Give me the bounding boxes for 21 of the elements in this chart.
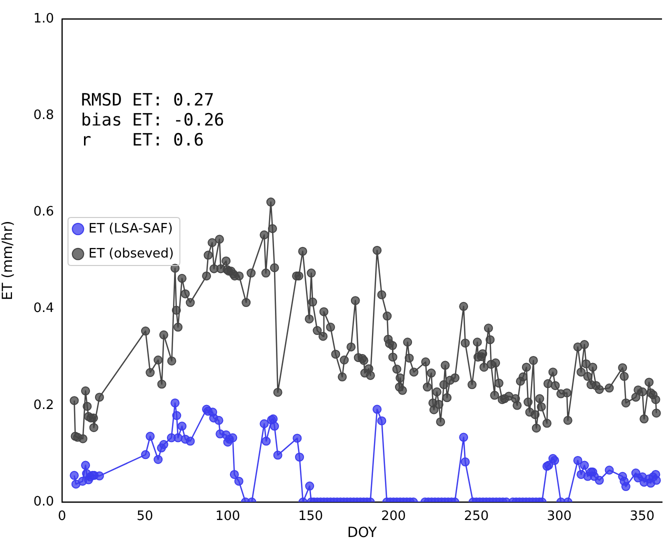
y-tick-label: 0.2 xyxy=(33,398,54,413)
x-tick-label: 0 xyxy=(58,509,66,524)
x-tick-label: 250 xyxy=(464,509,489,524)
legend-label: ET (LSA-SAF) xyxy=(88,221,173,236)
x-tick-label: 100 xyxy=(215,509,240,524)
legend-label: ET (obseved) xyxy=(88,246,174,262)
x-tick-label: 200 xyxy=(381,509,406,524)
y-tick-label: 1.0 xyxy=(33,11,54,26)
annotation: r ET: 0.6 xyxy=(81,130,204,150)
x-axis-title: DOY xyxy=(347,525,378,542)
x-tick-label: 150 xyxy=(298,509,324,524)
y-tick-label: 0.0 xyxy=(33,494,54,510)
x-tick-label: 300 xyxy=(546,509,572,524)
y-axis-title: ET (mm/hr) xyxy=(0,220,16,300)
y-tick-label: 0.8 xyxy=(33,108,54,123)
y-tick-label: 0.4 xyxy=(33,301,54,316)
y-tick-label: 0.6 xyxy=(33,204,54,220)
annotation: bias ET: -0.26 xyxy=(81,110,224,130)
x-tick-label: 350 xyxy=(630,509,655,524)
x-tick-label: 50 xyxy=(136,509,154,524)
annotation: RMSD ET: 0.27 xyxy=(81,90,214,110)
